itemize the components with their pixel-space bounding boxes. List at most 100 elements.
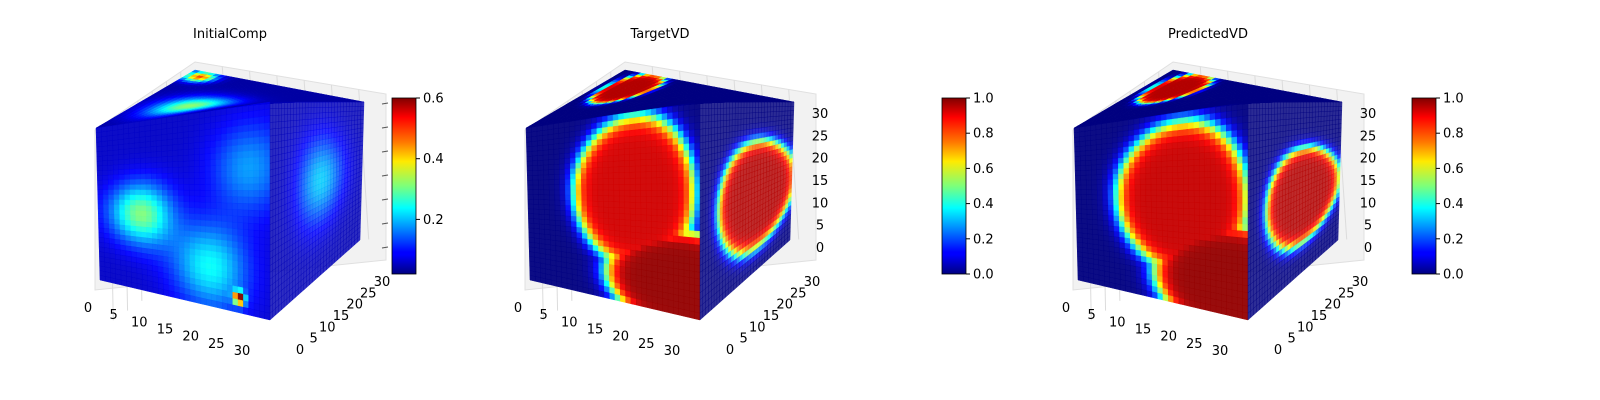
voxel	[580, 173, 587, 180]
voxel	[322, 133, 326, 141]
voxel	[150, 129, 157, 137]
voxel	[629, 135, 636, 143]
voxel	[264, 169, 271, 178]
voxel	[232, 202, 239, 210]
voxel	[564, 152, 571, 159]
voxel	[656, 171, 663, 179]
voxel	[157, 217, 163, 224]
voxel	[619, 201, 626, 209]
voxel	[612, 131, 619, 139]
voxel	[210, 190, 217, 197]
voxel	[242, 190, 249, 198]
voxel	[161, 117, 168, 125]
voxel	[536, 140, 544, 147]
voxel	[130, 215, 137, 222]
voxel	[157, 244, 164, 252]
voxel	[97, 194, 104, 200]
voxel	[253, 170, 260, 178]
voxel	[231, 113, 238, 121]
voxel	[166, 144, 173, 152]
voxel	[205, 214, 212, 222]
voxel	[199, 189, 206, 197]
voxel	[656, 227, 663, 236]
voxel	[216, 251, 223, 260]
voxel	[322, 107, 326, 114]
voxel	[602, 132, 609, 140]
voxel	[275, 101, 280, 109]
voxel	[662, 266, 669, 275]
voxel	[226, 139, 233, 147]
voxel	[619, 195, 625, 203]
voxel	[550, 279, 557, 287]
voxel	[113, 204, 120, 211]
voxel	[113, 184, 120, 191]
voxel	[157, 238, 164, 246]
voxel	[342, 130, 347, 137]
voxel	[591, 128, 598, 136]
voxel	[178, 252, 185, 260]
voxel	[199, 213, 206, 221]
voxel	[548, 169, 555, 176]
voxel	[586, 167, 593, 174]
voxel	[281, 114, 285, 122]
voxel	[570, 184, 577, 191]
voxel	[237, 131, 244, 140]
voxel	[354, 128, 358, 135]
voxel	[259, 263, 265, 272]
voxel	[221, 208, 228, 216]
voxel	[259, 216, 265, 225]
voxel	[539, 228, 546, 235]
voxel	[287, 120, 291, 128]
voxel	[553, 174, 560, 180]
colorbar: 0.20.40.6	[391, 92, 444, 275]
voxel	[544, 234, 551, 241]
voxel	[188, 189, 195, 197]
voxel	[640, 226, 647, 234]
voxel	[140, 179, 147, 185]
voxel	[629, 159, 636, 167]
voxel	[264, 197, 271, 205]
voxel	[596, 150, 603, 157]
voxel	[210, 251, 217, 259]
voxel	[259, 230, 265, 239]
voxel	[614, 253, 621, 261]
voxel	[630, 297, 637, 306]
voxel	[205, 232, 212, 240]
voxel	[232, 260, 239, 268]
voxel	[275, 108, 280, 116]
voxel	[259, 283, 265, 293]
voxel	[538, 199, 545, 205]
voxel	[598, 251, 605, 259]
voxel	[542, 159, 549, 166]
voxel	[232, 247, 239, 255]
voxel	[570, 200, 577, 207]
voxel	[139, 141, 146, 149]
voxel	[145, 184, 152, 191]
voxel	[205, 238, 212, 246]
voxel	[287, 101, 291, 109]
voxel	[139, 131, 146, 138]
voxel	[553, 148, 560, 155]
voxel	[569, 157, 576, 164]
voxel	[662, 247, 669, 255]
voxel	[328, 122, 332, 129]
voxel	[602, 167, 609, 174]
voxel	[281, 101, 285, 109]
voxel	[147, 285, 154, 293]
voxel	[227, 271, 233, 280]
voxel	[182, 131, 189, 139]
voxel	[167, 228, 174, 236]
voxel	[275, 134, 280, 143]
voxel	[178, 178, 185, 185]
voxel	[608, 218, 615, 226]
voxel	[581, 189, 588, 196]
voxel	[662, 253, 669, 262]
voxel	[167, 223, 174, 230]
voxel	[237, 138, 244, 146]
voxel	[357, 119, 361, 125]
voxel	[630, 273, 637, 282]
voxel	[574, 119, 581, 127]
voxel	[526, 141, 533, 148]
voxel	[651, 177, 658, 185]
voxel	[275, 121, 280, 129]
